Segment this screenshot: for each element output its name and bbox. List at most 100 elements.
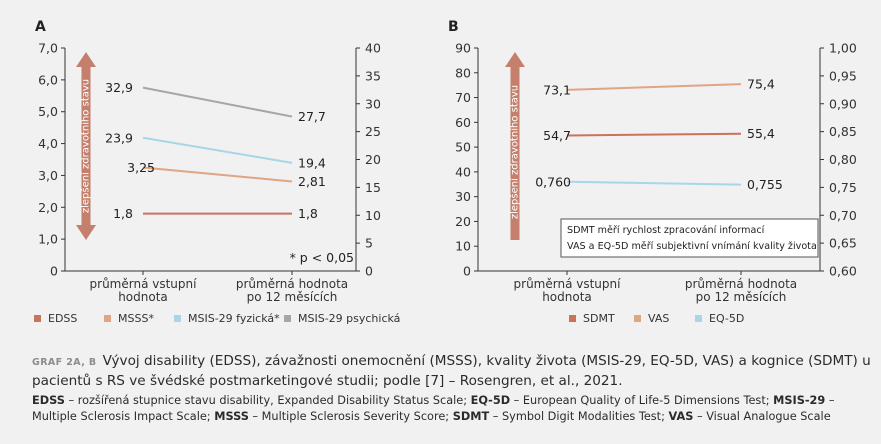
notes-box [560, 218, 819, 258]
legend-label-b: EQ-5D [709, 312, 744, 325]
right-tick-label-b: 0,80 [829, 152, 857, 167]
abbreviation-term: EQ-5D [470, 394, 511, 407]
legend-swatch-a [104, 315, 111, 322]
legend-swatch-a [174, 315, 181, 322]
right-tick-label-b: 0,90 [829, 96, 857, 111]
data-label-end: 0,755 [747, 177, 783, 192]
caption-label: GRAF 2A, B [32, 357, 97, 368]
improvement-arrow-shaft-a [81, 66, 91, 228]
right-tick-label-b: 0,75 [829, 180, 857, 195]
right-tick-label-b: 0,65 [829, 236, 857, 251]
abbreviation-description: – rozšířená stupnice stavu disability, E… [64, 394, 471, 407]
x-tick-label-a: po 12 měsících [247, 290, 338, 304]
improvement-arrow-label-b: zlepšení zdravotního stavu [509, 85, 521, 219]
left-tick-label-b: 10 [455, 239, 471, 254]
series-line-b-0 [566, 132, 742, 137]
data-label-end: 2,81 [298, 174, 326, 189]
abbreviation-term: EDSS [32, 394, 65, 407]
data-label-end: 19,4 [298, 155, 326, 170]
x-tick-label-b: po 12 měsících [696, 290, 787, 304]
series-line-b-2 [566, 180, 742, 186]
x-tick-label-b: hodnota [542, 290, 592, 304]
right-tick-label-a: 35 [365, 68, 381, 83]
data-label-start: 32,9 [105, 80, 133, 95]
right-tick-label-a: 0 [365, 264, 373, 279]
data-label-start: 23,9 [105, 130, 133, 145]
left-tick-label-a: 5,0 [38, 104, 58, 119]
data-label-start: 54,7 [543, 128, 571, 143]
left-tick-label-b: 40 [455, 164, 471, 179]
legend-label-a: EDSS [48, 312, 77, 325]
left-tick-label-b: 80 [455, 65, 471, 80]
legend-label-b: VAS [648, 312, 669, 325]
left-tick-label-a: 4,0 [38, 136, 58, 151]
legend-swatch-a [284, 315, 291, 322]
left-tick-label-b: 20 [455, 214, 471, 229]
left-tick-label-b: 0 [463, 264, 471, 279]
left-tick-label-b: 30 [455, 189, 471, 204]
left-tick-label-b: 50 [455, 140, 471, 155]
chart-figure: A 0 1,0 2,0 3,0 4,0 5,0 6,0 7,0 0 5 10 15 20 25 30 35 40 p… [34, 19, 857, 325]
abbreviation-term: VAS [668, 409, 694, 423]
series-line-a-3 [142, 86, 293, 118]
left-tick-label-a: 7,0 [38, 41, 58, 56]
x-tick-label-b: průměrná hodnota [685, 277, 797, 291]
figure-caption: GRAF 2A, B Vývoj disability (EDSS), závaž… [32, 352, 872, 390]
abbreviation-description: – European Quality of Life-5 Dimensions … [510, 394, 774, 407]
legend-label-b: SDMT [583, 312, 615, 325]
abbreviation-description: – Symbol Digit Modalities Test; [489, 409, 669, 423]
improvement-arrow-head-b [505, 52, 525, 67]
series-line-a-2 [142, 136, 293, 164]
left-tick-label-a: 0 [50, 264, 58, 279]
left-tick-label-a: 6,0 [38, 72, 58, 87]
data-label-end: 1,8 [298, 206, 318, 221]
legend-swatch-b [569, 315, 576, 322]
x-tick-label-a: průměrná vstupní [90, 277, 198, 291]
legend-label-a: MSIS-29 fyzická* [188, 312, 280, 325]
left-tick-label-a: 2,0 [38, 200, 58, 215]
right-tick-label-b: 1,00 [829, 41, 857, 56]
improvement-arrow-head-down-a [76, 225, 96, 240]
right-tick-label-b: 0,70 [829, 208, 857, 223]
abbreviation-term: MSSS [214, 409, 249, 423]
legend-swatch-b [634, 315, 641, 322]
right-tick-label-b: 0,60 [829, 264, 857, 279]
right-tick-label-a: 15 [365, 180, 381, 195]
data-label-start: 3,25 [127, 160, 155, 175]
abbreviation-term: SDMT [452, 409, 490, 423]
right-tick-label-a: 30 [365, 96, 381, 111]
notes-line: VAS a EQ-5D měří subjektivní vnímání kva… [567, 240, 817, 252]
legend-swatch-a [34, 315, 41, 322]
caption-text: Vývoj disability (EDSS), závažnosti onem… [32, 353, 871, 389]
right-tick-label-b: 0,95 [829, 68, 857, 83]
left-tick-label-b: 70 [455, 90, 471, 105]
data-label-end: 55,4 [747, 126, 775, 141]
left-tick-label-a: 3,0 [38, 168, 58, 183]
abbreviation-description: – Multiple Sclerosis Impact Scale; [32, 394, 835, 423]
significance-note: * p < 0,05 [290, 250, 354, 265]
data-label-start: 73,1 [543, 82, 571, 97]
x-tick-label-b: průměrná vstupní [514, 277, 622, 291]
abbreviation-description: – Visual Analogue Scale [693, 409, 831, 423]
abbreviation-list: EDSS – rozšířená stupnice stavu disabili… [32, 393, 877, 424]
right-tick-label-a: 40 [365, 41, 381, 56]
right-tick-label-a: 10 [365, 208, 381, 223]
notes-line: SDMT měří rychlost zpracování informací [567, 224, 765, 236]
data-label-end: 75,4 [747, 77, 775, 92]
panel-label-b: B [448, 19, 459, 35]
panel-label-a: A [35, 19, 46, 35]
abbreviation-term: MSIS-29 [773, 394, 826, 407]
improvement-arrow-shaft-b [510, 66, 520, 240]
legend-label-a: MSIS-29 psychická [298, 312, 400, 325]
right-tick-label-a: 20 [365, 152, 381, 167]
right-tick-label-a: 25 [365, 124, 381, 139]
data-label-end: 27,7 [298, 109, 326, 124]
right-tick-label-a: 5 [365, 236, 373, 251]
left-tick-label-a: 1,0 [38, 232, 58, 247]
x-tick-label-a: hodnota [118, 290, 168, 304]
series-line-b-1 [566, 83, 742, 91]
x-tick-label-a: průměrná hodnota [236, 277, 348, 291]
left-tick-label-b: 60 [455, 115, 471, 130]
left-tick-label-b: 90 [455, 41, 471, 56]
data-label-start: 0,760 [535, 174, 571, 189]
